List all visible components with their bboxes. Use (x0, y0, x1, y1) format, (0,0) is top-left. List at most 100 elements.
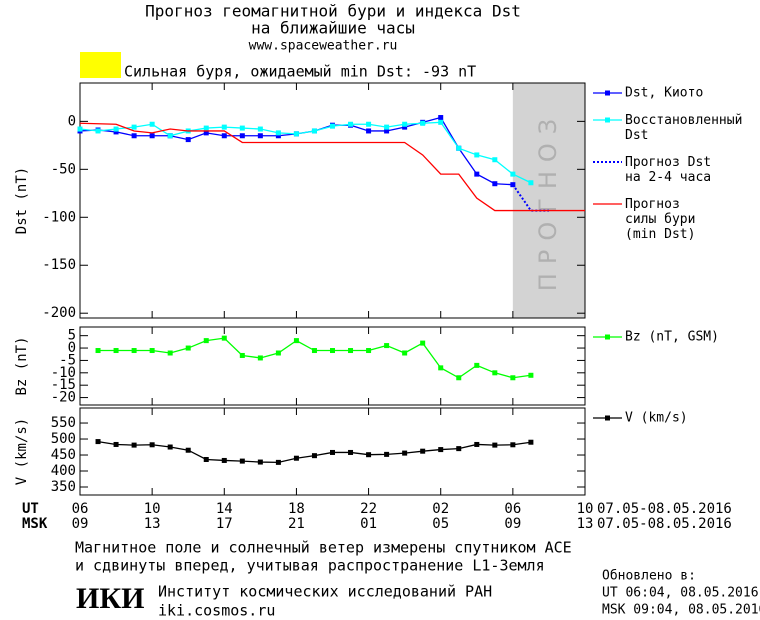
marker (167, 350, 173, 356)
marker (456, 446, 462, 452)
y-tick-label: 0 (68, 113, 76, 129)
marker (221, 457, 227, 463)
y-tick-label: 400 (51, 463, 76, 479)
marker (438, 115, 444, 121)
marker (239, 133, 245, 139)
marker (384, 124, 390, 130)
y-axis-title: V (km/s) (14, 418, 30, 485)
marker (438, 447, 444, 453)
marker (311, 453, 317, 459)
storm-indicator (80, 52, 121, 78)
x2-axis-title: MSK (22, 516, 48, 532)
marker (420, 448, 426, 454)
marker (167, 133, 173, 139)
marker (95, 128, 101, 134)
x-tick-label: 18 (288, 501, 305, 517)
y-tick-label: 5 (68, 328, 76, 344)
y-tick-label: -15 (51, 377, 76, 393)
institute: Институт космических исследований РАН (158, 583, 492, 601)
y-axis-title: Dst (nT) (14, 167, 30, 234)
legend-label: Прогноз Dst на 2-4 часа (625, 155, 711, 185)
x2-tick-label: 13 (144, 516, 161, 532)
x2-tick-label: 09 (72, 516, 89, 532)
marker (257, 133, 263, 139)
marker (402, 450, 408, 456)
marker (366, 452, 372, 458)
marker (330, 449, 335, 455)
marker (492, 181, 498, 187)
title: на ближайшие часы (251, 19, 415, 38)
legend-label: Dst, Киото (625, 86, 703, 101)
x-axis-title: UT (22, 501, 39, 517)
y-tick-label: 450 (51, 447, 76, 463)
date-range: 07.05-08.05.2016 (597, 516, 732, 532)
marker (293, 455, 299, 461)
marker (474, 362, 480, 368)
series-line (97, 440, 531, 464)
storm-label: Сильная буря, ожидаемый min Dst: -93 nT (124, 63, 476, 81)
x-tick-label: 22 (360, 501, 377, 517)
updated-ut: UT 06:04, 08.05.2016 (602, 586, 759, 601)
marker (149, 133, 155, 139)
legend-label: Восстановленный Dst (625, 113, 742, 143)
marker (131, 442, 137, 448)
marker (438, 365, 444, 371)
marker (492, 442, 498, 448)
marker (149, 121, 155, 127)
marker (149, 442, 155, 448)
marker (131, 133, 137, 139)
marker (384, 343, 390, 349)
marker (348, 121, 354, 127)
y-tick-label: -10 (51, 365, 76, 381)
marker (510, 375, 516, 381)
marker (185, 345, 191, 351)
marker (456, 375, 462, 381)
updated-title: Обновлено в: (602, 569, 696, 584)
x-tick-label: 06 (72, 501, 89, 517)
marker (510, 442, 516, 448)
marker (492, 370, 498, 376)
legend-marker (605, 415, 610, 421)
x-tick-label: 14 (216, 501, 233, 517)
marker (384, 451, 390, 457)
forecast-label: ПРОГНОЗ (534, 110, 562, 291)
marker (420, 120, 426, 126)
y-tick-label: -50 (51, 161, 76, 177)
marker (528, 372, 534, 378)
marker (311, 128, 317, 134)
legend-marker (605, 90, 610, 96)
date-range: 07.05-08.05.2016 (597, 501, 732, 517)
url: www.spaceweather.ru (249, 39, 398, 54)
series-line (79, 122, 585, 212)
marker (492, 157, 498, 163)
marker (203, 456, 209, 462)
marker (239, 352, 245, 358)
marker (95, 348, 101, 354)
x-tick-label: 10 (577, 501, 594, 517)
marker (203, 338, 209, 344)
y-tick-label: -100 (42, 209, 76, 225)
marker (402, 121, 408, 127)
marker (330, 123, 335, 129)
x2-tick-label: 17 (216, 516, 233, 532)
marker (366, 128, 372, 134)
marker (185, 447, 191, 453)
updated-msk: MSK 09:04, 08.05.2016 (602, 603, 760, 618)
marker (203, 130, 209, 136)
marker (257, 126, 263, 132)
marker (185, 137, 191, 143)
site: iki.cosmos.ru (158, 602, 275, 620)
y-tick-label: 350 (51, 479, 76, 495)
marker (275, 459, 281, 465)
marker (95, 439, 101, 445)
forecast-region (512, 83, 585, 318)
marker (257, 459, 263, 465)
note: и сдвинуты вперед, учитывая распростране… (75, 557, 545, 575)
marker (221, 335, 227, 341)
marker (348, 348, 354, 354)
marker (167, 444, 173, 450)
marker (257, 355, 263, 361)
marker (402, 124, 408, 130)
x2-tick-label: 21 (288, 516, 305, 532)
